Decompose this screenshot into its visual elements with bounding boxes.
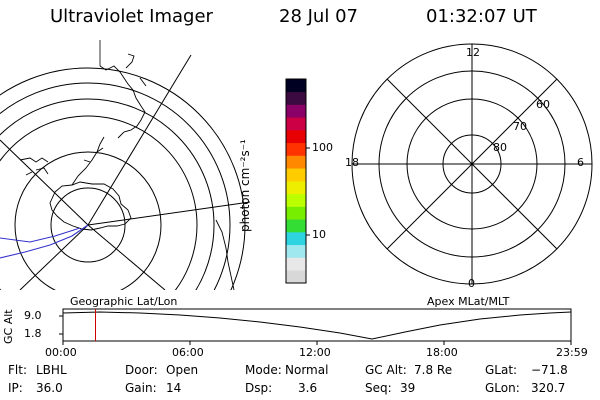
colorbar-tick-label: 100 <box>312 141 333 154</box>
peninsula-coastline <box>71 136 105 186</box>
time-readout: 01:32:07 UT <box>426 6 537 27</box>
meridian-line <box>87 201 250 226</box>
gc-alt-label: GC Alt: <box>365 363 407 377</box>
australia-fragment <box>215 219 235 290</box>
mlt-label-0: 0 <box>468 277 475 290</box>
date-readout: 28 Jul 07 <box>279 6 358 27</box>
mlt-label-12: 12 <box>466 46 480 59</box>
right-panel-caption: Apex MLat/MLT <box>427 295 510 308</box>
colorbar-tick-label: 10 <box>312 228 326 241</box>
colorbar <box>286 79 306 284</box>
mlat-label-70: 70 <box>513 120 527 133</box>
antarctica-coastline <box>49 181 132 231</box>
mode-value: Normal <box>285 363 329 377</box>
latitude-circle <box>14 151 162 290</box>
timeline-y-tick-label: 1.8 <box>24 327 42 340</box>
gain-label: Gain: <box>125 381 157 395</box>
colorbar-swatch <box>286 206 306 220</box>
seq-value: 39 <box>400 381 416 395</box>
mlt-label-6: 6 <box>577 156 584 169</box>
latitude-circle <box>0 82 231 290</box>
gain-value: 14 <box>166 381 182 395</box>
ice-shelf-coastline <box>19 157 49 176</box>
south-america-coastline <box>99 53 147 139</box>
filter-value: LBHL <box>36 363 67 377</box>
meridian-line <box>87 54 192 226</box>
colorbar-swatch <box>286 244 306 258</box>
mlt-label-18: 18 <box>345 156 359 169</box>
timeline-x-tick-label: 12:00 <box>299 346 331 359</box>
colorbar-swatch <box>286 79 306 93</box>
colorbar-swatch <box>286 142 306 156</box>
left-panel-caption: Geographic Lat/Lon <box>70 295 178 308</box>
dsp-label: Dsp: <box>245 381 273 395</box>
timeline-x-tick-label: 00:00 <box>45 346 77 359</box>
timeline-plot <box>59 308 572 345</box>
timeline-x-tick-label: 23:59 <box>556 346 588 359</box>
colorbar-swatch <box>286 104 306 118</box>
latitude-circle <box>0 98 215 290</box>
mlat-label-60: 60 <box>536 98 550 111</box>
glon-value: 320.7 <box>531 381 566 395</box>
door-value: Open <box>166 363 199 377</box>
glat-value: −71.8 <box>531 363 568 377</box>
mlat-label-80: 80 <box>493 141 507 154</box>
timeline-y-tick-label: 9.0 <box>24 309 42 322</box>
meridian-line <box>19 224 89 290</box>
timeline-x-tick-label: 18:00 <box>426 346 458 359</box>
latitude-circle <box>50 187 126 263</box>
altitude-curve <box>62 311 572 340</box>
filter-label: Flt: <box>8 363 27 377</box>
colorbar-swatch <box>286 130 306 144</box>
timeline-x-tick-label: 06:00 <box>172 346 204 359</box>
latitude-circle <box>0 115 198 290</box>
gc-alt-value: 7.8 Re <box>414 363 453 377</box>
colorbar-swatch <box>286 193 306 207</box>
colorbar-swatch <box>286 219 306 233</box>
ip-label: IP: <box>8 381 23 395</box>
colorbar-swatch <box>286 117 306 131</box>
colorbar-swatch <box>286 181 306 195</box>
colorbar-swatch <box>286 168 306 182</box>
mlt-diagonal <box>386 78 558 250</box>
satellite-track-secondary <box>0 227 81 243</box>
colorbar-swatch <box>286 155 306 169</box>
app-title: Ultraviolet Imager <box>50 6 213 27</box>
timeline-frame <box>62 308 572 342</box>
ip-value: 36.0 <box>36 381 63 395</box>
colorbar-unit-label: photon cm⁻²s⁻¹ <box>238 139 252 232</box>
satellite-track <box>0 224 89 259</box>
geographic-map <box>0 40 250 290</box>
timeline-axis-title: GC Alt <box>2 309 15 344</box>
meridian-line <box>0 139 89 226</box>
glat-label: GLat: <box>485 363 518 377</box>
colorbar-frame <box>285 78 307 284</box>
latitude-circle <box>0 67 246 290</box>
glon-label: GLon: <box>485 381 520 395</box>
colorbar-swatch <box>286 270 306 284</box>
colorbar-swatch <box>286 91 306 105</box>
meridian-line <box>87 224 166 290</box>
mode-label: Mode: <box>245 363 282 377</box>
colorbar-swatch <box>286 257 306 271</box>
mlt-polar-plot <box>351 43 593 285</box>
dsp-value: 3.6 <box>298 381 318 395</box>
seq-label: Seq: <box>365 381 392 395</box>
door-label: Door: <box>125 363 158 377</box>
colorbar-swatch <box>286 232 306 246</box>
